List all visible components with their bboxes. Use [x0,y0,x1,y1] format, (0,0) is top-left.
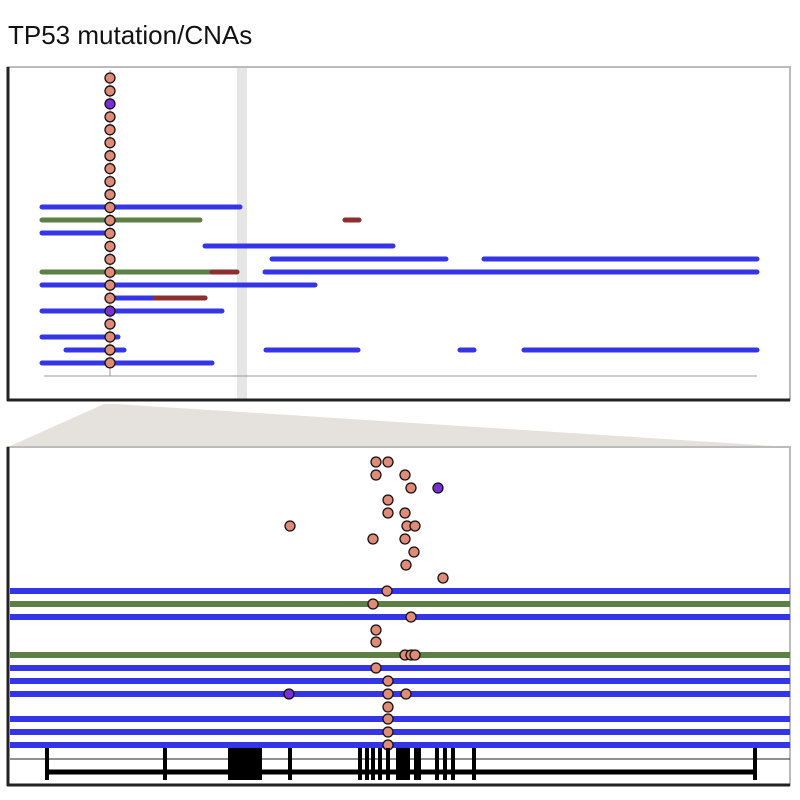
mutation [104,111,116,123]
mutation [400,688,412,700]
mutation [104,214,116,227]
mutation [382,494,394,506]
exon [414,748,421,780]
mutation [104,305,116,317]
exon [371,748,375,780]
mutation [104,72,116,84]
mutation [382,713,394,725]
mutation [104,240,116,253]
mutation [367,598,379,610]
mutation [104,85,116,97]
mutation [284,520,296,532]
mutation [370,624,382,636]
mutation [382,456,394,468]
mutation [104,124,116,136]
title: TP53 mutation/CNAs [8,20,252,50]
mutation [370,636,382,648]
exon [386,748,390,780]
exon [163,748,167,780]
mutation [104,253,116,265]
mutation [400,559,412,571]
exon [451,748,455,780]
mutation [104,98,116,110]
exon [472,748,476,780]
mutation [104,227,116,240]
mutation [409,649,421,661]
mutation [104,188,116,201]
exon [365,748,369,780]
mutation [399,507,411,519]
mutation [104,201,116,214]
mutation [437,572,449,584]
exon [358,748,362,780]
mutation [382,701,394,713]
mutation [367,533,379,545]
mutation [104,331,116,343]
mutation [432,482,444,494]
exon [288,748,292,780]
mutation [405,611,417,623]
mutation [399,469,411,481]
mutation [104,266,116,278]
mutation [382,675,394,687]
mutation [104,344,116,356]
overview-panel [7,66,791,401]
mutation [283,688,295,700]
mutation [408,546,420,558]
exon [45,748,49,780]
exon [443,748,447,780]
exon [228,748,262,780]
mutation [399,533,411,545]
mutation [104,318,116,330]
mutation [370,456,382,468]
zoom-connector [8,404,790,447]
mutation [104,162,116,175]
mutation [104,279,116,291]
highlight-band [237,68,247,399]
exon [753,748,757,780]
mutation [370,469,382,481]
mutation [104,137,116,149]
mutation [382,688,394,700]
gene-model [45,748,757,780]
mutation [370,662,382,674]
mutation [104,292,116,304]
mutation [104,150,116,162]
mutation [405,482,417,494]
exon [378,748,382,780]
detail-tracks [10,456,790,751]
mutation [381,585,393,597]
exon [396,748,410,780]
overview-tracks [39,72,760,369]
mutation [409,520,421,532]
mutation [104,357,116,369]
mutation [382,726,394,738]
mutation [382,507,394,519]
exon [435,748,439,780]
mutation [104,175,116,188]
